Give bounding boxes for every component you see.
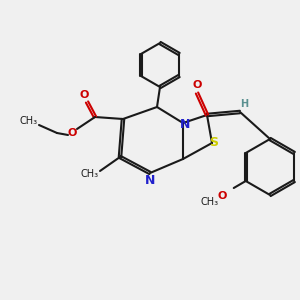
Text: H: H [240, 99, 248, 109]
Text: O: O [217, 191, 226, 201]
Text: O: O [79, 90, 89, 100]
Text: CH₃: CH₃ [201, 197, 219, 207]
Text: CH₃: CH₃ [20, 116, 38, 126]
Text: S: S [209, 136, 218, 149]
Text: N: N [180, 118, 190, 131]
Text: O: O [67, 128, 77, 138]
Text: CH₃: CH₃ [81, 169, 99, 179]
Text: N: N [145, 175, 155, 188]
Text: O: O [192, 80, 202, 90]
